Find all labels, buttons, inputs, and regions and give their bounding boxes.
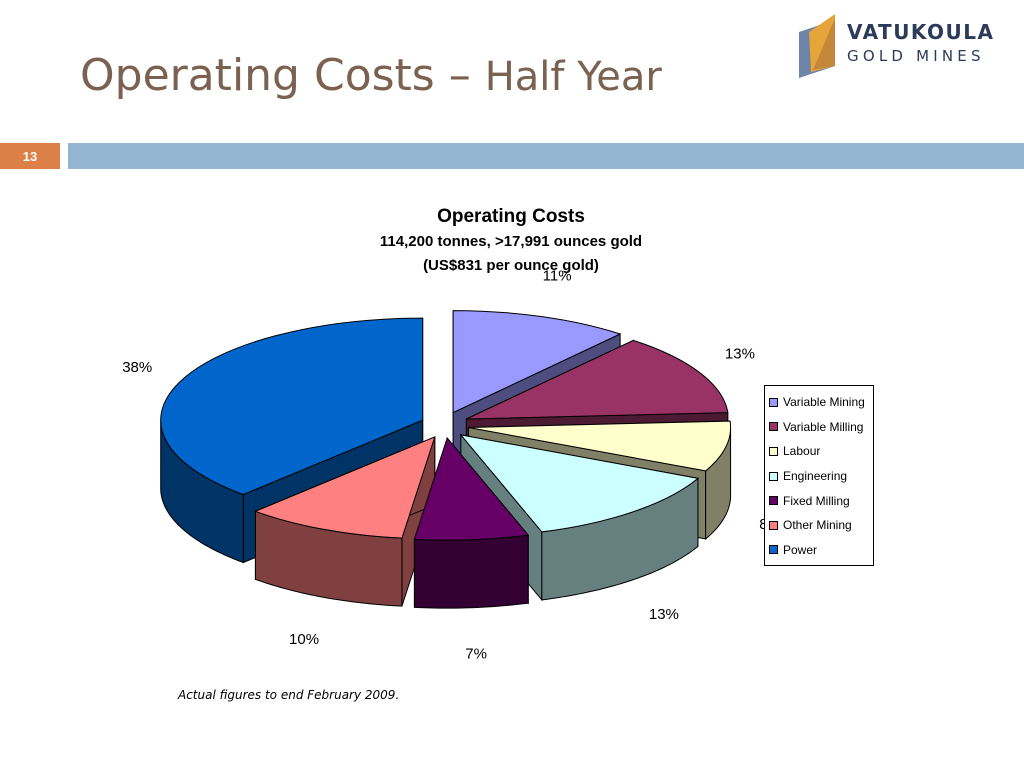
legend-item-variable-mining: Variable Mining (765, 390, 873, 415)
slice-top-variable-mining (452, 310, 622, 414)
data-label-other-mining: 10% (289, 631, 319, 648)
legend-label-engineering: Engineering (783, 469, 848, 484)
chart-legend: Variable Mining Variable Milling Labour Eng… (764, 385, 874, 567)
chart-title: Operating Costs (437, 206, 585, 227)
chart-subtitle-line-1: 114,200 tonnes, >17,991 ounces gold (380, 233, 642, 250)
legend-label-labour: Labour (783, 444, 821, 459)
data-label-fixed-milling: 7% (465, 645, 487, 662)
data-label-variable-mining: 11% (543, 267, 572, 284)
data-label-power: 38% (122, 359, 152, 376)
data-label-engineering: 13% (649, 606, 679, 623)
legend-swatch-labour (769, 446, 778, 456)
legend-item-other-mining: Other Mining (765, 513, 873, 538)
slice-top-fixed-milling (413, 437, 530, 541)
legend-label-power: Power (783, 542, 818, 557)
legend-label-other-mining: Other Mining (783, 518, 852, 533)
slice-top-engineering (459, 434, 700, 533)
legend-swatch-other-mining (769, 520, 778, 530)
header-band (68, 143, 1024, 169)
legend-label-variable-mining: Variable Mining (783, 395, 865, 410)
chart-subtitle-line-2: (US$831 per ounce gold) (423, 257, 599, 274)
legend-item-fixed-milling: Fixed Milling (765, 488, 873, 513)
legend-swatch-engineering (769, 471, 778, 481)
slide-title: Operating Costs – Half Year (80, 50, 662, 101)
legend-item-variable-milling: Variable Milling (765, 415, 873, 440)
slice-top-power (160, 317, 424, 496)
legend-item-engineering: Engineering (765, 464, 873, 489)
slide-title-main: Operating Costs – (80, 50, 485, 101)
slice-top-variable-milling (466, 339, 729, 420)
company-logo: VATUKOULA GOLD MINES (795, 10, 1005, 82)
logo-word-gold-mines: GOLD MINES (847, 47, 985, 65)
slice-top-other-mining (254, 436, 436, 539)
footnote: Actual figures to end February 2009. (178, 688, 400, 702)
legend-swatch-fixed-milling (769, 496, 778, 506)
slice-other-mining (254, 436, 436, 607)
logo-word-vatukoula: VATUKOULA (847, 20, 995, 44)
legend-swatch-power (769, 545, 778, 555)
legend-item-labour: Labour (765, 439, 873, 464)
slide-title-sub: Half Year (484, 54, 662, 100)
data-label-variable-milling: 13% (725, 345, 755, 362)
slice-fixed-milling (413, 436, 530, 609)
slice-outer-wall-fixed-milling-0 (413, 534, 529, 609)
legend-label-variable-milling: Variable Milling (783, 419, 864, 434)
legend-label-fixed-milling: Fixed Milling (783, 493, 850, 508)
legend-swatch-variable-mining (769, 397, 778, 407)
pie-slices (160, 310, 732, 609)
legend-item-power: Power (765, 538, 873, 563)
logo-mark-icon (799, 14, 835, 78)
page-number-badge: 13 (0, 143, 60, 169)
slice-engineering (459, 433, 700, 602)
slice-top-labour (468, 420, 732, 472)
legend-swatch-variable-milling (769, 422, 778, 432)
